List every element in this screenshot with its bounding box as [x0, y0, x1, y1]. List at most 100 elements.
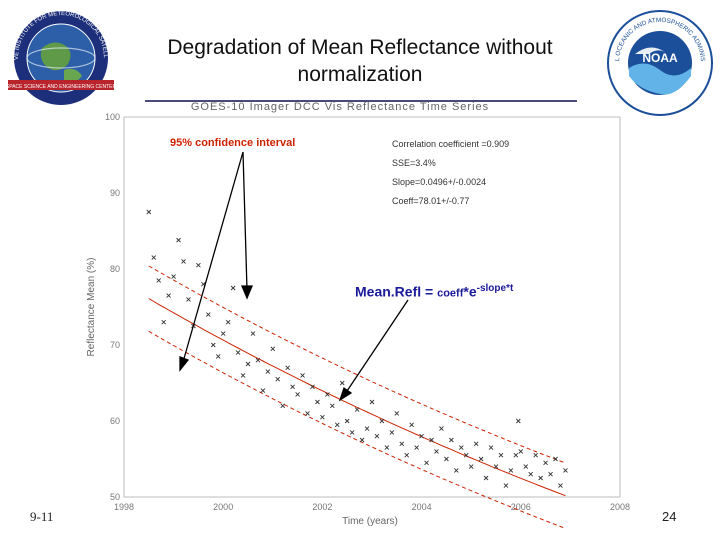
data-point [250, 331, 256, 336]
ci-upper-line [148, 265, 566, 464]
data-point [196, 262, 201, 268]
data-point [225, 319, 231, 325]
data-point [156, 278, 162, 283]
data-point [454, 468, 459, 473]
data-point [245, 361, 251, 367]
formula-mid: *e [463, 283, 477, 300]
data-point [255, 357, 261, 363]
data-point [513, 452, 519, 458]
data-point [503, 483, 509, 488]
data-point [483, 475, 489, 481]
data-point [339, 380, 345, 386]
formula-arrow [344, 299, 409, 395]
ci-lower-line [148, 330, 566, 529]
data-point [334, 422, 340, 428]
confidence-interval-lines [148, 265, 566, 529]
y-tick-label: 100 [105, 112, 120, 122]
slope-text: Slope=0.0496+/-0.0024 [392, 177, 487, 187]
x-tick-label: 2004 [412, 502, 432, 512]
data-point [166, 293, 171, 298]
data-point [344, 418, 350, 424]
data-point [468, 464, 474, 469]
x-tick-label: 2002 [312, 502, 332, 512]
data-point [478, 456, 484, 462]
data-point [488, 445, 494, 450]
data-point [151, 255, 157, 260]
ci-arrow-upper-head [241, 285, 253, 300]
data-points [146, 209, 568, 488]
formula-arrow-head [338, 386, 353, 402]
data-point [369, 399, 375, 405]
data-point [270, 346, 276, 352]
y-tick-label: 60 [110, 416, 120, 426]
data-point [563, 468, 568, 473]
data-point [424, 460, 429, 466]
data-point [349, 430, 355, 435]
footer-date: 9-11 [30, 509, 54, 524]
formula-coeff: coeff [437, 287, 464, 300]
x-tick-label: 2000 [213, 502, 233, 512]
data-point [220, 331, 226, 336]
page-number: 24 [662, 509, 677, 524]
y-tick-label: 80 [110, 264, 120, 274]
data-point [553, 456, 558, 462]
data-point [558, 483, 563, 488]
ci-arrow-lower [182, 151, 244, 363]
y-axis-label: Reflectance Mean (%) [86, 258, 97, 357]
data-point [320, 414, 325, 420]
data-point [315, 399, 320, 405]
data-point [384, 445, 390, 450]
data-point [533, 452, 538, 458]
data-point [458, 445, 464, 450]
data-point [230, 285, 236, 291]
data-point [146, 209, 152, 215]
data-point [538, 475, 543, 481]
x-tick-label: 2008 [610, 502, 630, 512]
data-point [516, 418, 521, 424]
data-point [181, 259, 186, 264]
data-point [463, 452, 469, 458]
cimss-logo-text-bottom: SPACE SCIENCE AND ENGINEERING CENTER [6, 84, 117, 90]
data-point [473, 441, 479, 447]
data-point [434, 449, 439, 454]
data-point [210, 342, 216, 348]
y-tick-label: 70 [110, 340, 120, 350]
data-point [290, 384, 295, 390]
data-point [285, 365, 290, 371]
x-tick-label: 1998 [114, 502, 134, 512]
data-point [364, 426, 370, 431]
slide-title-line2: normalization [297, 63, 423, 86]
data-point [414, 445, 419, 450]
data-point [330, 403, 335, 409]
data-point [508, 468, 514, 473]
data-point [215, 354, 221, 359]
sse-text: SSE=3.4% [392, 158, 436, 168]
x-tick-label: 2006 [511, 502, 531, 512]
slide-title-line1: Degradation of Mean Reflectance without [167, 36, 553, 59]
confidence-interval-label: 95% confidence interval [170, 137, 296, 149]
correlation-text: Correlation coefficient =0.909 [392, 139, 510, 149]
data-point [265, 369, 271, 374]
data-point [543, 460, 548, 466]
data-point [548, 471, 553, 477]
formula-exponent: -slope*t [476, 283, 514, 294]
data-point [374, 433, 380, 439]
data-point [493, 464, 499, 469]
data-point [523, 464, 529, 469]
data-point [235, 350, 241, 355]
noaa-logo-text: NOAA [642, 51, 678, 65]
data-point [518, 449, 524, 454]
axis-ticks: 1998 2000 2002 2004 2006 2008 50 60 70 80 90 100 [105, 112, 630, 512]
fit-formula: Mean.Refl = coeff*e-slope*t [355, 283, 513, 300]
data-point [310, 384, 315, 390]
noaa-logo: NATIONAL OCEANIC AND ATMOSPHERIC ADMINIS… [605, 8, 713, 116]
data-point [429, 437, 434, 443]
data-point [186, 297, 191, 302]
data-point [295, 392, 300, 397]
data-point [394, 411, 400, 416]
data-point [260, 388, 266, 393]
data-point [275, 376, 281, 382]
data-point [379, 418, 385, 424]
data-point [528, 471, 534, 477]
